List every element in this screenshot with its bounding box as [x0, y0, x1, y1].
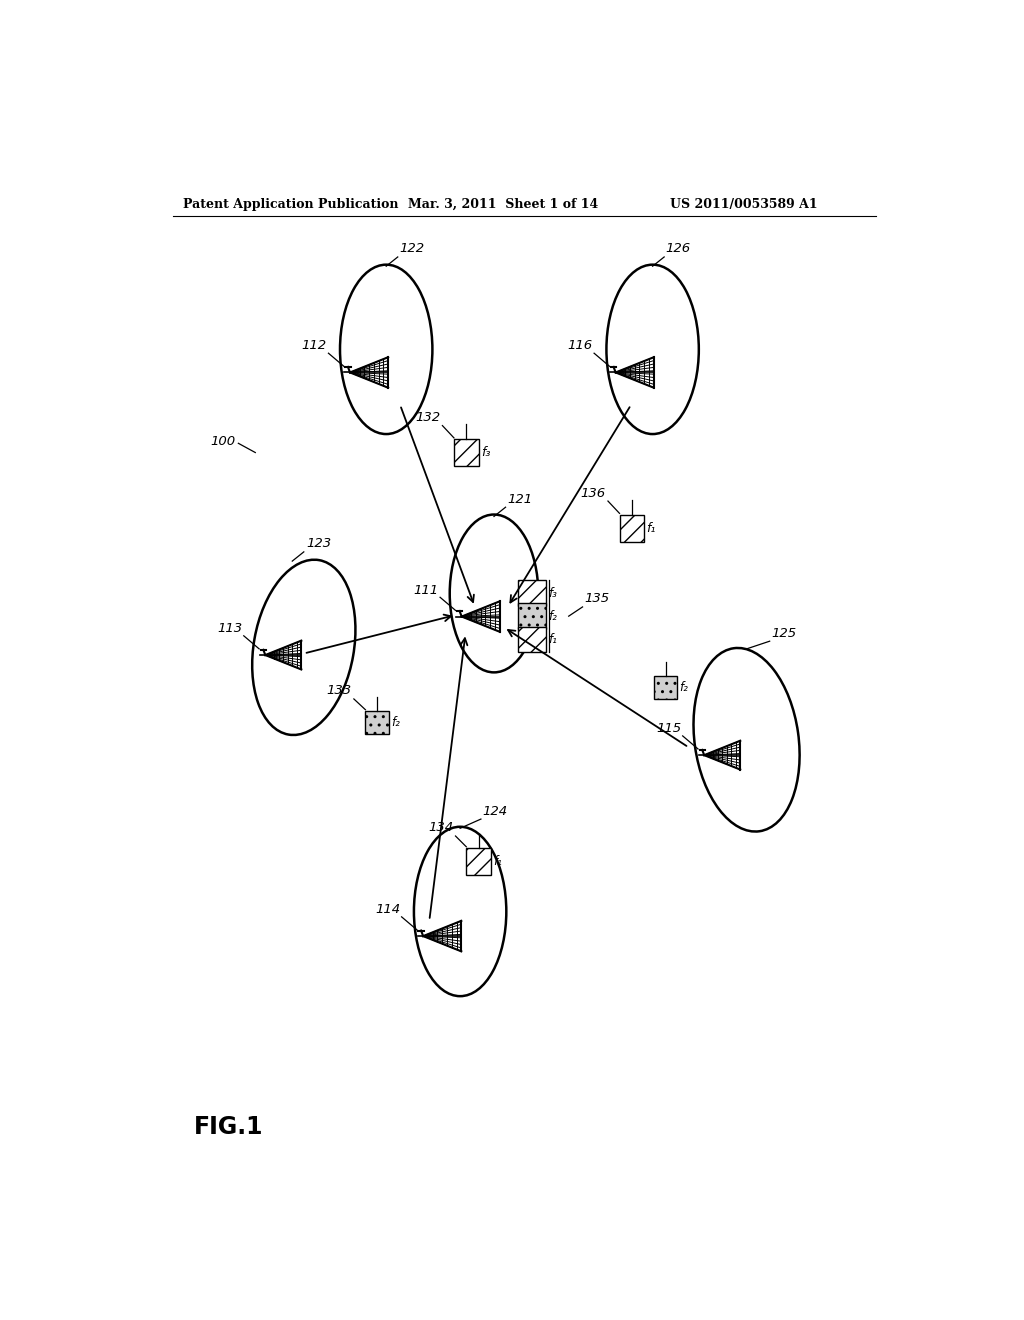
Text: 136: 136	[581, 487, 605, 499]
Text: 100: 100	[210, 436, 236, 449]
Text: f₂: f₂	[548, 610, 557, 623]
Bar	[620, 515, 644, 543]
Text: FIG.1: FIG.1	[194, 1115, 263, 1139]
Bar	[518, 581, 546, 606]
Text: 126: 126	[666, 243, 691, 256]
Text: 122: 122	[399, 243, 424, 256]
Bar	[366, 711, 388, 734]
Bar	[454, 440, 478, 466]
Text: 125: 125	[771, 627, 797, 640]
Bar	[466, 849, 490, 875]
Text: 121: 121	[507, 492, 532, 506]
Text: 124: 124	[482, 804, 508, 817]
Text: f₁: f₁	[646, 521, 655, 535]
Text: Patent Application Publication: Patent Application Publication	[183, 198, 398, 211]
Bar	[518, 627, 546, 652]
Text: 114: 114	[375, 903, 400, 916]
Text: f₃: f₃	[548, 586, 557, 599]
Text: 123: 123	[306, 537, 331, 550]
Text: f₂: f₂	[680, 681, 688, 694]
Text: 134: 134	[429, 821, 454, 834]
Text: 116: 116	[567, 339, 593, 352]
Text: f₂: f₂	[391, 717, 399, 730]
Bar	[518, 603, 546, 628]
Text: US 2011/0053589 A1: US 2011/0053589 A1	[670, 198, 817, 211]
Text: f₁: f₁	[548, 632, 557, 645]
Text: 112: 112	[302, 339, 327, 352]
Text: 132: 132	[415, 411, 440, 424]
Text: Mar. 3, 2011  Sheet 1 of 14: Mar. 3, 2011 Sheet 1 of 14	[408, 198, 598, 211]
Text: 113: 113	[217, 622, 243, 635]
Text: 133: 133	[327, 684, 351, 697]
Text: f₁: f₁	[494, 855, 502, 869]
Text: f₃: f₃	[481, 446, 490, 459]
Text: 115: 115	[656, 722, 681, 735]
Text: 111: 111	[414, 583, 438, 597]
Text: 135: 135	[584, 593, 609, 606]
Bar	[654, 676, 677, 700]
